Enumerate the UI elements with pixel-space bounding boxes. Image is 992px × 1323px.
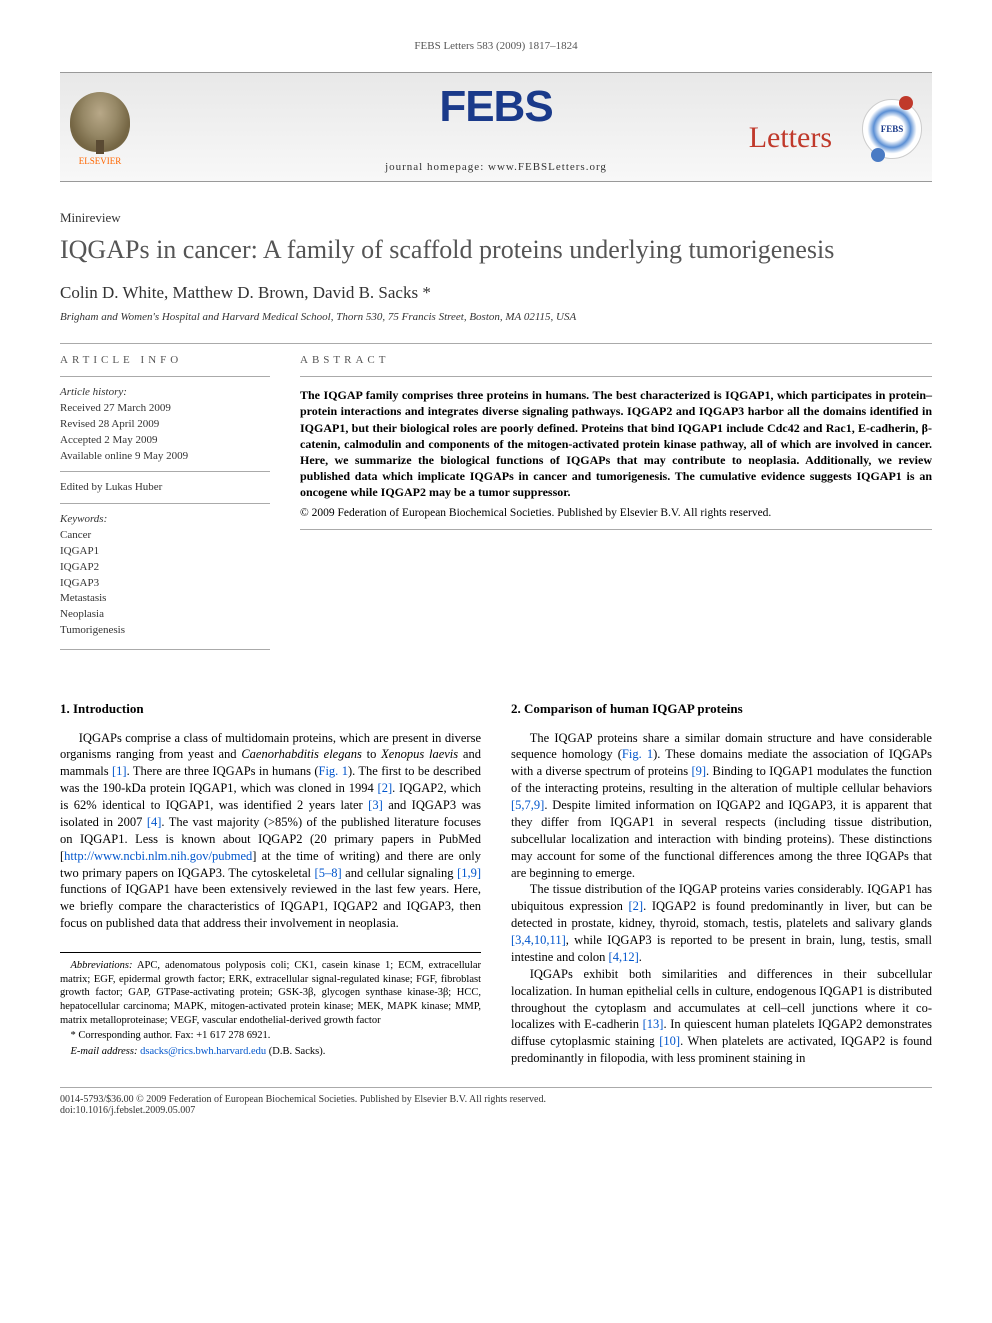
body-paragraph: IQGAPs exhibit both similarities and dif… (511, 966, 932, 1067)
section-heading: 2. Comparison of human IQGAP proteins (511, 700, 932, 718)
keyword: Tumorigenesis (60, 623, 270, 638)
homepage-label: journal homepage: (385, 161, 488, 173)
abstract-column: ABSTRACT The IQGAP family comprises thre… (300, 354, 932, 639)
elsevier-tree-icon (70, 92, 130, 152)
info-heading: ARTICLE INFO (60, 354, 270, 366)
corresponding-author: * Corresponding author. Fax: +1 617 278 … (60, 1029, 481, 1043)
body-paragraph: The tissue distribution of the IQGAP pro… (511, 881, 932, 965)
publisher-name: ELSEVIER (79, 156, 122, 166)
email-line: E-mail address: dsacks@rics.bwh.harvard.… (60, 1045, 481, 1059)
left-column: 1. Introduction IQGAPs comprise a class … (60, 700, 481, 1067)
ref-link[interactable]: [4,12] (609, 950, 639, 964)
ref-link[interactable]: [9] (691, 764, 706, 778)
journal-name: FEBS (439, 85, 552, 129)
keyword: Metastasis (60, 591, 270, 606)
badge-text: FEBS (881, 124, 904, 134)
ref-link[interactable]: [5,7,9] (511, 798, 544, 812)
elsevier-logo: ELSEVIER (60, 92, 140, 166)
ref-link[interactable]: [10] (659, 1034, 680, 1048)
online-date: Available online 9 May 2009 (60, 449, 270, 464)
footnotes: Abbreviations: APC, adenomatous polyposi… (60, 952, 481, 1058)
keyword: IQGAP1 (60, 544, 270, 559)
accepted-date: Accepted 2 May 2009 (60, 433, 270, 448)
body-paragraph: The IQGAP proteins share a similar domai… (511, 730, 932, 882)
ref-link[interactable]: [3,4,10,11] (511, 933, 566, 947)
ref-link[interactable]: [13] (643, 1017, 664, 1031)
page-footer: 0014-5793/$36.00 © 2009 Federation of Eu… (60, 1087, 932, 1116)
journal-homepage: journal homepage: www.FEBSLetters.org (140, 161, 852, 173)
divider (60, 343, 932, 344)
journal-banner: ELSEVIER FEBS Letters journal homepage: … (60, 72, 932, 182)
journal-logo: FEBS Letters journal homepage: www.FEBSL… (140, 85, 852, 173)
keyword: IQGAP2 (60, 560, 270, 575)
footer-copyright: 0014-5793/$36.00 © 2009 Federation of Eu… (60, 1094, 932, 1105)
abbreviations: Abbreviations: APC, adenomatous polyposi… (60, 959, 481, 1027)
ref-link[interactable]: [4] (147, 815, 162, 829)
febs-badge: FEBS (852, 99, 932, 159)
keywords-label: Keywords: (60, 512, 270, 527)
divider (60, 649, 270, 650)
article-type: Minireview (60, 210, 932, 226)
ref-link[interactable]: [2] (629, 899, 644, 913)
article-title: IQGAPs in cancer: A family of scaffold p… (60, 234, 932, 265)
ref-link[interactable]: [2] (378, 781, 393, 795)
abstract-heading: ABSTRACT (300, 354, 932, 366)
ref-link[interactable]: [5–8] (315, 866, 342, 880)
body-paragraph: IQGAPs comprise a class of multidomain p… (60, 730, 481, 933)
running-header: FEBS Letters 583 (2009) 1817–1824 (60, 40, 932, 52)
history-label: Article history: (60, 385, 270, 400)
affiliation: Brigham and Women's Hospital and Harvard… (60, 311, 932, 323)
right-column: 2. Comparison of human IQGAP proteins Th… (511, 700, 932, 1067)
abstract-copyright: © 2009 Federation of European Biochemica… (300, 507, 932, 519)
keyword: Cancer (60, 528, 270, 543)
figure-link[interactable]: Fig. 1 (622, 747, 653, 761)
keyword: Neoplasia (60, 607, 270, 622)
badge-icon: FEBS (862, 99, 922, 159)
url-link[interactable]: http://www.ncbi.nlm.nih.gov/pubmed (64, 849, 252, 863)
homepage-url[interactable]: www.FEBSLetters.org (488, 161, 607, 173)
ref-link[interactable]: [1] (112, 764, 127, 778)
received-date: Received 27 March 2009 (60, 401, 270, 416)
abstract-text: The IQGAP family comprises three protein… (300, 387, 932, 500)
article-info-column: ARTICLE INFO Article history: Received 2… (60, 354, 270, 639)
authors: Colin D. White, Matthew D. Brown, David … (60, 283, 932, 303)
email-link[interactable]: dsacks@rics.bwh.harvard.edu (140, 1046, 266, 1057)
footer-doi: doi:10.1016/j.febslet.2009.05.007 (60, 1105, 932, 1116)
figure-link[interactable]: Fig. 1 (319, 764, 348, 778)
revised-date: Revised 28 April 2009 (60, 417, 270, 432)
body-columns: 1. Introduction IQGAPs comprise a class … (60, 700, 932, 1067)
section-heading: 1. Introduction (60, 700, 481, 718)
ref-link[interactable]: [3] (368, 798, 383, 812)
edited-by: Edited by Lukas Huber (60, 480, 270, 495)
keyword: IQGAP3 (60, 576, 270, 591)
ref-link[interactable]: [1,9] (457, 866, 481, 880)
